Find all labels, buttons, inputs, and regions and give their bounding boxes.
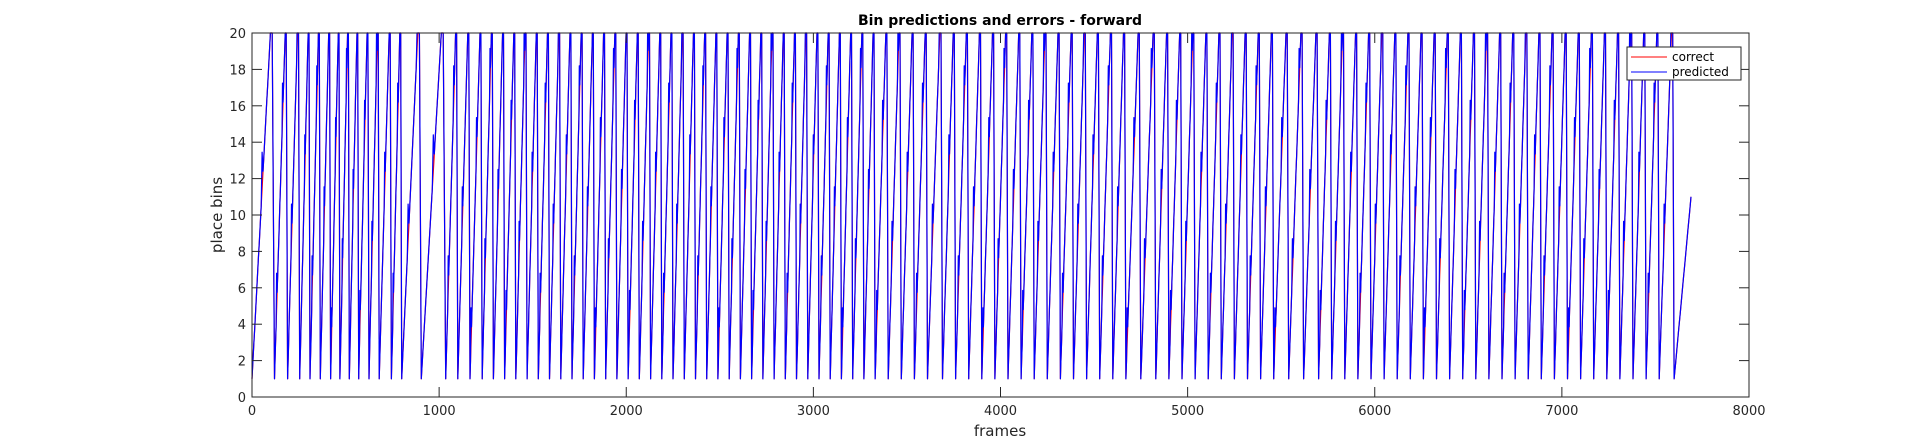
y-axis: 0 2 4 6 8 10 12 14 16 18 20 bbox=[229, 27, 1749, 406]
y-tick-label: 0 bbox=[238, 391, 246, 406]
y-tick-label: 10 bbox=[229, 209, 246, 224]
x-tick-label: 2000 bbox=[610, 404, 643, 419]
chart-title: Bin predictions and errors - forward bbox=[858, 13, 1142, 29]
x-tick-label: 6000 bbox=[1358, 404, 1391, 419]
y-axis-label: place bins bbox=[208, 177, 226, 253]
y-tick-label: 8 bbox=[238, 245, 246, 260]
y-tick-label: 4 bbox=[238, 318, 246, 333]
y-tick-label: 16 bbox=[229, 100, 246, 115]
y-tick-label: 18 bbox=[229, 63, 246, 78]
y-tick-label: 20 bbox=[229, 27, 246, 42]
x-tick-label: 8000 bbox=[1732, 404, 1765, 419]
x-tick-label: 3000 bbox=[797, 404, 830, 419]
legend: correct predicted bbox=[1626, 46, 1742, 81]
y-tick-label: 12 bbox=[229, 173, 246, 188]
y-tick-label: 6 bbox=[238, 282, 246, 297]
x-axis-label: frames bbox=[974, 422, 1026, 440]
legend-label-correct: correct bbox=[1672, 50, 1714, 64]
x-tick-label: 1000 bbox=[423, 404, 456, 419]
x-tick-label: 4000 bbox=[984, 404, 1017, 419]
legend-label-predicted: predicted bbox=[1672, 65, 1729, 79]
legend-box bbox=[1626, 46, 1742, 81]
x-tick-label: 7000 bbox=[1545, 404, 1578, 419]
x-tick-label: 0 bbox=[248, 404, 256, 419]
x-axis: 0 1000 2000 3000 4000 5000 6000 7000 8000 bbox=[248, 33, 1766, 419]
x-tick-label: 5000 bbox=[1171, 404, 1204, 419]
y-tick-label: 2 bbox=[238, 355, 246, 370]
y-tick-label: 14 bbox=[229, 136, 246, 151]
